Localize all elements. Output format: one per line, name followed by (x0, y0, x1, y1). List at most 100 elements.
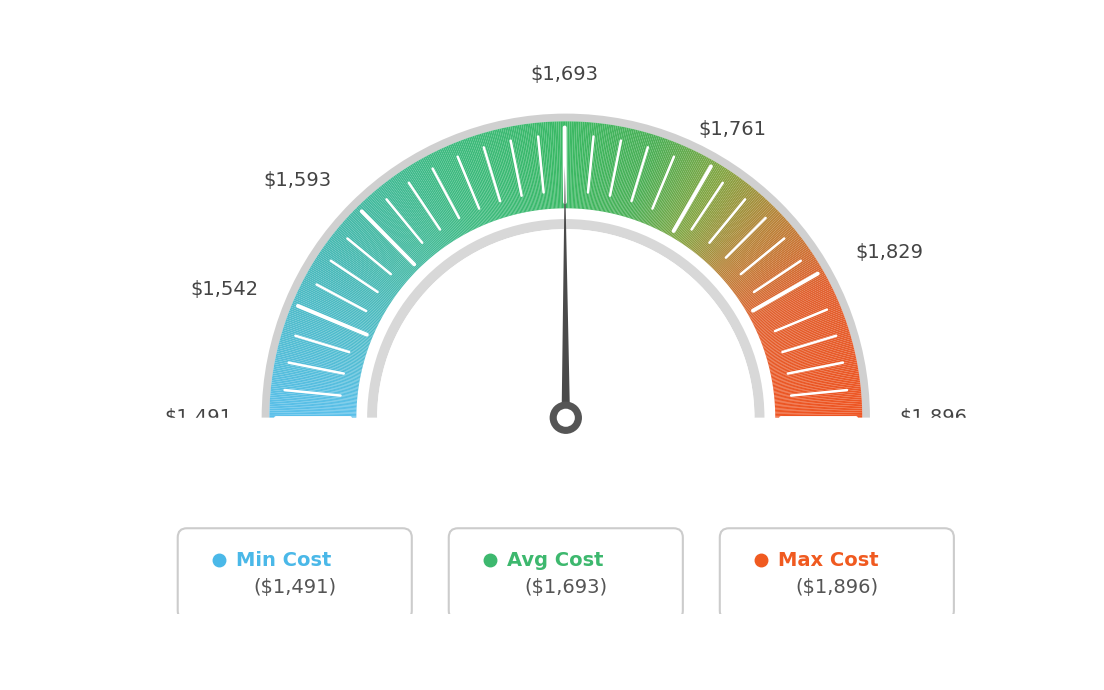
Wedge shape (753, 285, 831, 325)
Wedge shape (272, 384, 358, 395)
Wedge shape (749, 272, 825, 316)
Wedge shape (514, 126, 530, 212)
Wedge shape (774, 384, 860, 395)
Wedge shape (490, 130, 513, 215)
Wedge shape (542, 122, 550, 209)
Wedge shape (676, 166, 723, 240)
Wedge shape (626, 134, 652, 217)
Wedge shape (774, 381, 860, 393)
Wedge shape (607, 127, 627, 213)
Wedge shape (678, 168, 726, 241)
Wedge shape (688, 177, 740, 248)
Wedge shape (549, 121, 555, 208)
Wedge shape (277, 349, 362, 371)
Text: ($1,693): ($1,693) (524, 578, 607, 598)
Wedge shape (269, 406, 357, 411)
Wedge shape (629, 135, 657, 219)
Wedge shape (775, 408, 862, 413)
Wedge shape (750, 275, 827, 318)
Wedge shape (567, 121, 570, 208)
Wedge shape (290, 305, 372, 339)
Wedge shape (590, 124, 601, 210)
Wedge shape (769, 349, 854, 371)
Wedge shape (426, 155, 468, 233)
Wedge shape (329, 237, 400, 291)
Wedge shape (393, 176, 445, 248)
Wedge shape (763, 319, 846, 349)
Wedge shape (736, 245, 808, 297)
Wedge shape (575, 121, 581, 208)
Wedge shape (754, 286, 832, 326)
Wedge shape (702, 193, 761, 259)
Wedge shape (503, 128, 522, 213)
Wedge shape (276, 351, 362, 372)
Wedge shape (331, 235, 401, 289)
Wedge shape (673, 164, 720, 239)
Wedge shape (461, 139, 493, 221)
Wedge shape (633, 137, 662, 220)
Wedge shape (731, 236, 802, 290)
Text: $1,896: $1,896 (900, 408, 967, 427)
Wedge shape (623, 132, 648, 217)
Wedge shape (775, 393, 861, 402)
Wedge shape (724, 224, 792, 282)
Wedge shape (757, 297, 837, 333)
Wedge shape (452, 144, 486, 224)
Wedge shape (551, 121, 556, 208)
Wedge shape (438, 150, 477, 229)
Wedge shape (422, 158, 465, 235)
Wedge shape (433, 152, 474, 230)
Polygon shape (64, 417, 1064, 690)
Wedge shape (715, 210, 779, 273)
Wedge shape (760, 307, 841, 341)
Wedge shape (679, 168, 728, 242)
Wedge shape (404, 168, 453, 242)
Wedge shape (487, 132, 511, 216)
Wedge shape (572, 121, 577, 208)
Wedge shape (631, 137, 661, 219)
Wedge shape (775, 397, 861, 404)
Wedge shape (630, 136, 659, 219)
Wedge shape (420, 159, 464, 235)
Wedge shape (287, 314, 370, 346)
Wedge shape (656, 150, 696, 229)
Wedge shape (559, 121, 562, 208)
Wedge shape (470, 137, 500, 219)
Wedge shape (757, 298, 838, 335)
Wedge shape (282, 331, 365, 358)
Wedge shape (361, 201, 423, 266)
Wedge shape (644, 143, 678, 224)
Wedge shape (455, 142, 489, 224)
Wedge shape (617, 130, 639, 215)
Wedge shape (278, 342, 363, 366)
Wedge shape (275, 357, 361, 376)
Wedge shape (577, 121, 584, 208)
Wedge shape (662, 155, 703, 233)
Wedge shape (661, 154, 702, 232)
Wedge shape (473, 136, 501, 219)
Wedge shape (328, 239, 399, 293)
Wedge shape (301, 282, 380, 323)
Wedge shape (775, 416, 862, 417)
Wedge shape (743, 261, 818, 308)
Wedge shape (772, 366, 858, 382)
Wedge shape (611, 128, 630, 213)
Wedge shape (512, 126, 529, 212)
Wedge shape (332, 233, 402, 288)
Wedge shape (396, 174, 447, 246)
Wedge shape (294, 298, 374, 335)
Wedge shape (763, 317, 846, 348)
Wedge shape (596, 124, 611, 210)
Wedge shape (716, 212, 781, 273)
Wedge shape (687, 176, 739, 248)
Wedge shape (269, 416, 357, 417)
Wedge shape (464, 139, 495, 221)
Wedge shape (446, 146, 482, 226)
Wedge shape (310, 267, 385, 313)
Wedge shape (270, 392, 358, 401)
Wedge shape (298, 290, 376, 328)
Wedge shape (270, 393, 357, 402)
Wedge shape (554, 121, 560, 208)
Wedge shape (262, 114, 870, 417)
Wedge shape (658, 152, 699, 230)
